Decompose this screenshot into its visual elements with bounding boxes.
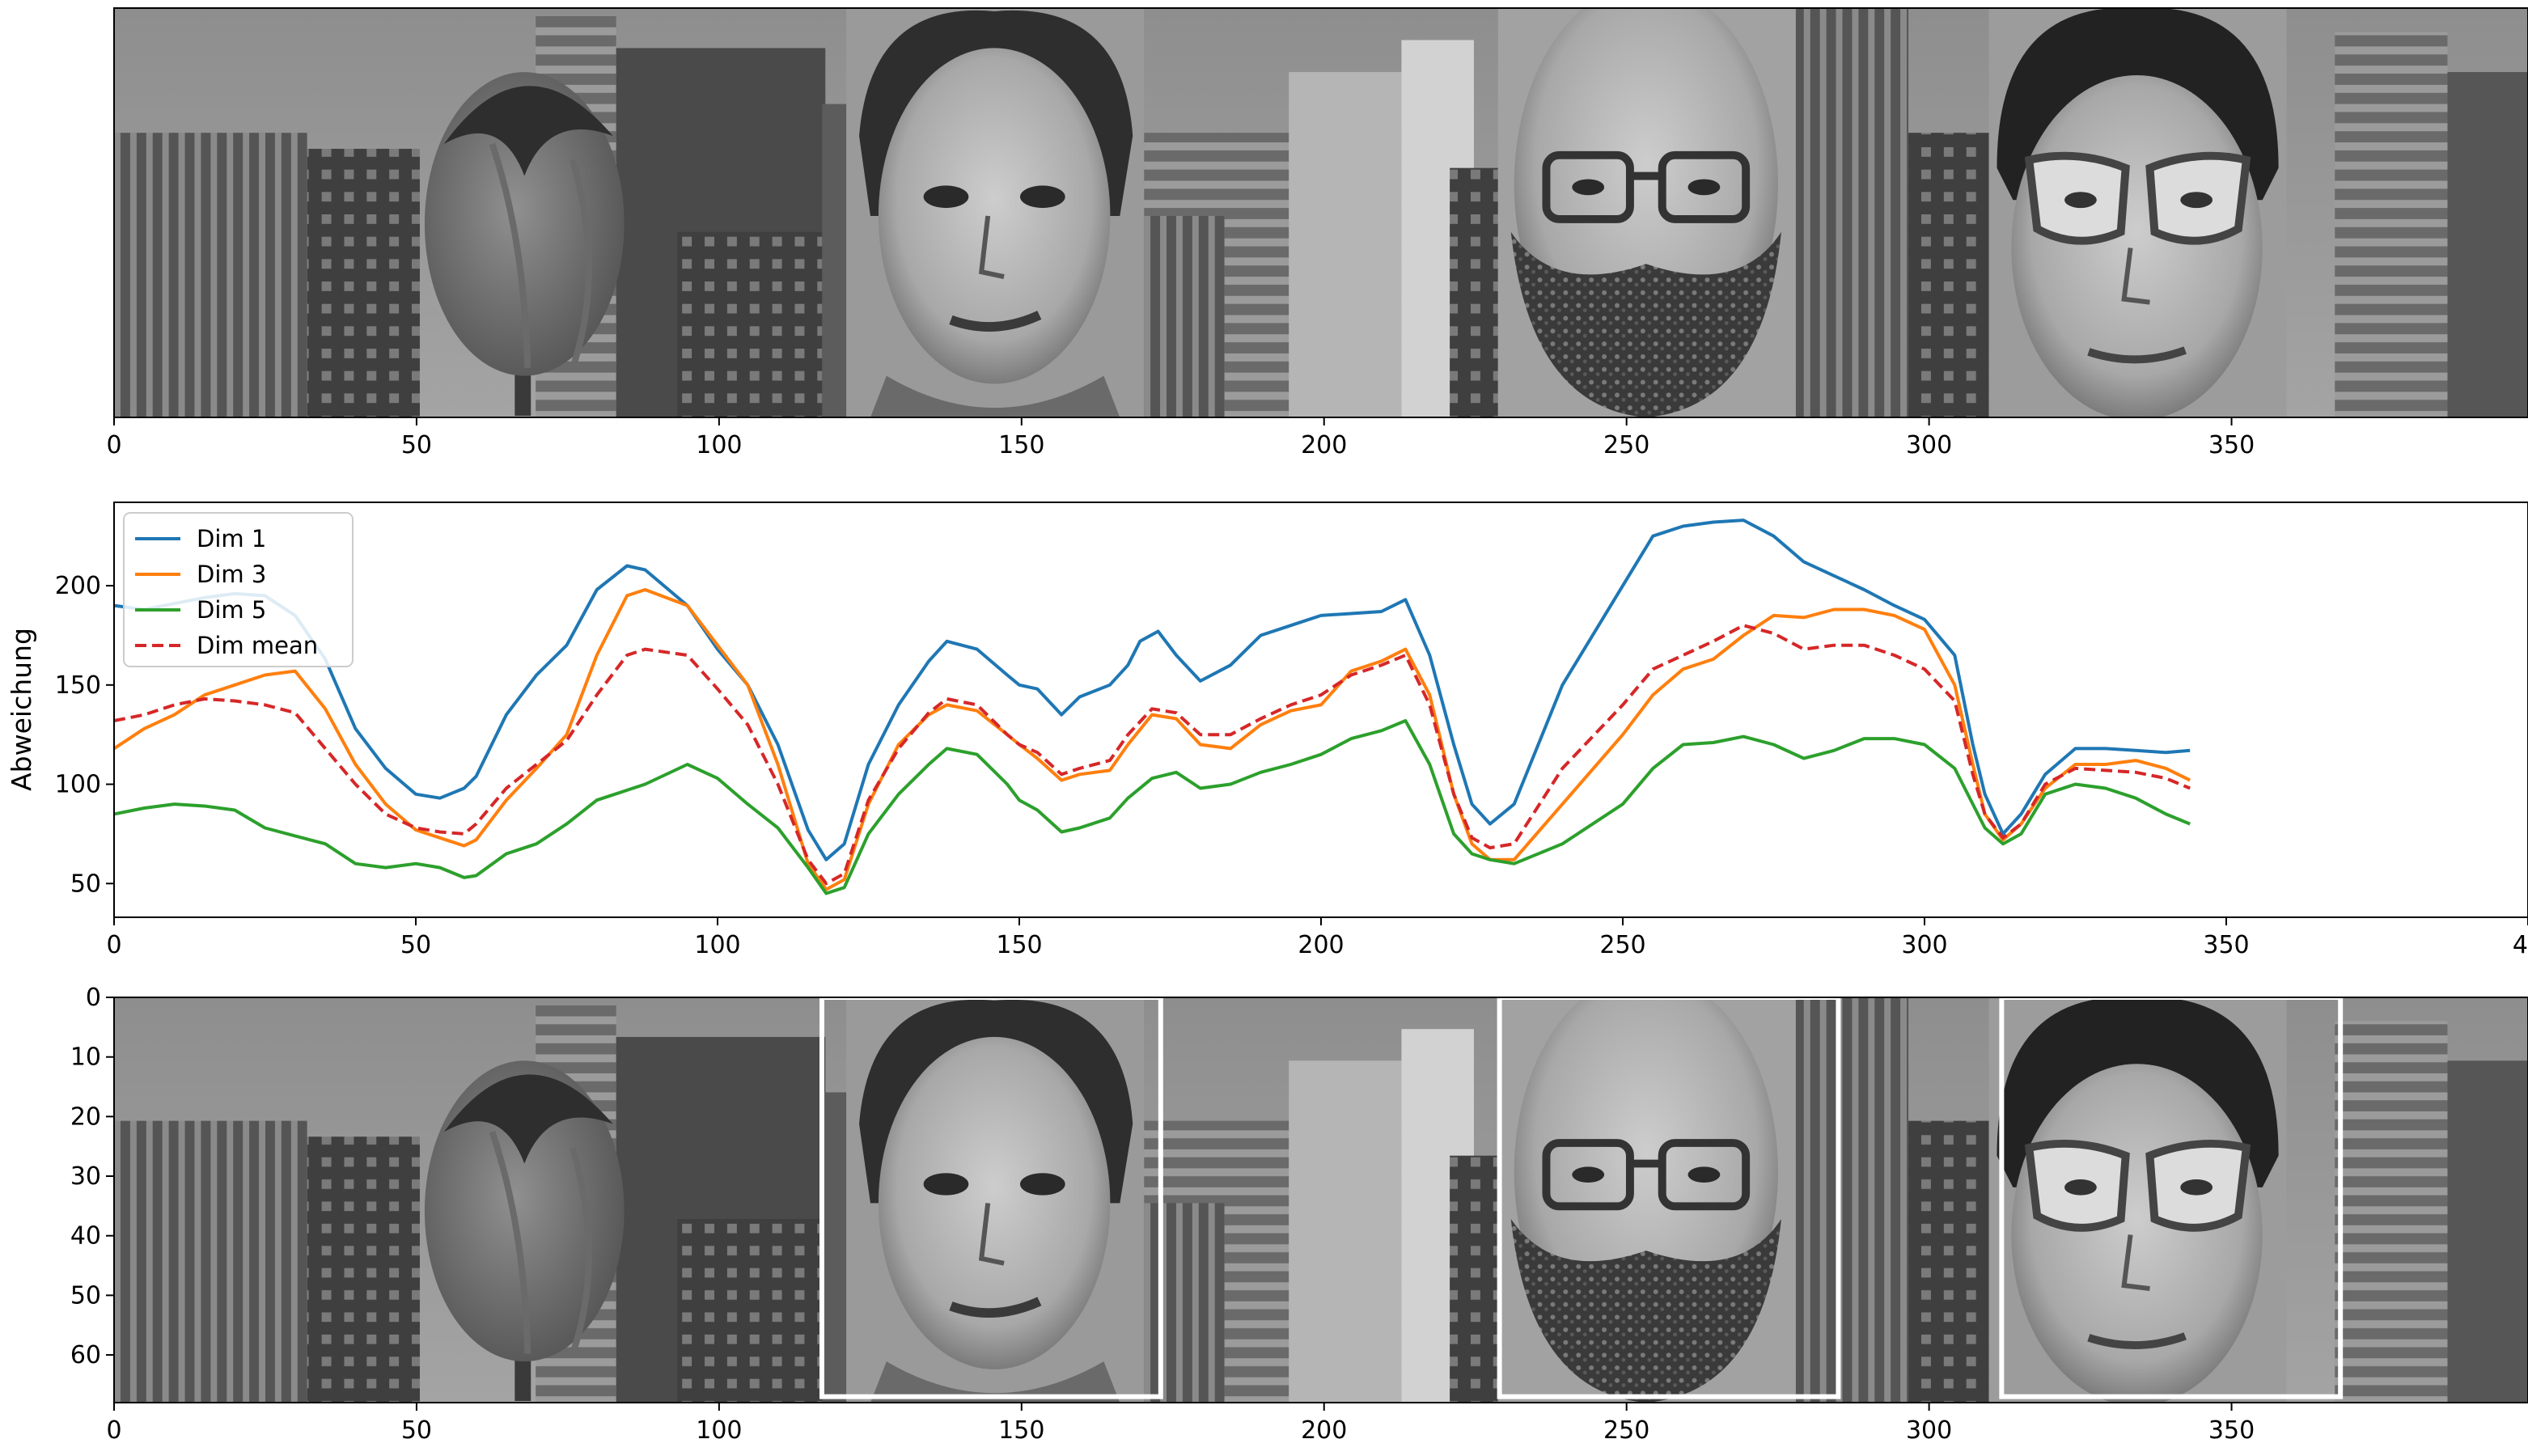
y-middle-tick-label: 100	[55, 771, 101, 799]
x-middle-tick-label: 350	[2203, 931, 2249, 959]
line-chart-panel: 0 50 100 150 200 250 300 350 40 50 100 150 200 Abwe…	[6, 502, 2528, 959]
y-axis-middle: 50 100 150 200	[55, 572, 114, 898]
series-line-dim-3	[112, 588, 2191, 891]
legend-label: Dim 5	[197, 596, 266, 624]
legend-label: Dim 1	[197, 525, 266, 552]
y-bottom-tick-label: 50	[70, 1281, 101, 1310]
x-bottom-tick-label: 200	[1301, 1416, 1347, 1445]
x-middle-tick-label: 250	[1599, 931, 1645, 959]
y-axis-bottom: 0 10 20 30 40 50 60	[70, 984, 114, 1369]
x-middle-tick-label: 300	[1901, 931, 1947, 959]
scene-image-bottom	[114, 974, 2528, 1406]
x-top-tick-label: 200	[1301, 431, 1347, 459]
legend-box	[123, 512, 354, 667]
image-panel-bottom: 0 50 100 150 200 250 300 350 0 10 20 30 40 50 60	[70, 974, 2528, 1445]
x-top-tick-label: 250	[1603, 431, 1649, 459]
legend-label: Dim 3	[197, 561, 266, 588]
image-frame-bottom	[113, 997, 2528, 1403]
x-top-tick-label: 0	[106, 431, 121, 459]
image-panel-top: 0 50 100 150 200 250 300 350	[106, 0, 2528, 459]
x-bottom-tick-label: 250	[1603, 1416, 1649, 1445]
y-bottom-tick-label: 40	[70, 1222, 101, 1251]
x-bottom-tick-label: 0	[106, 1416, 121, 1445]
x-bottom-tick-label: 50	[401, 1416, 432, 1445]
y-bottom-tick-label: 0	[86, 984, 101, 1012]
x-top-tick-label: 50	[401, 431, 432, 459]
x-bottom-tick-label: 300	[1906, 1416, 1952, 1445]
x-top-tick-label: 300	[1906, 431, 1952, 459]
x-axis-middle: 0 50 100 150 200 250 300 350 40	[106, 917, 2528, 959]
x-bottom-tick-label: 100	[696, 1416, 742, 1445]
x-top-tick-label: 350	[2208, 431, 2255, 459]
series-line-dim-1	[113, 518, 2191, 861]
series-lines	[112, 518, 2191, 895]
x-bottom-tick-label: 350	[2208, 1416, 2255, 1445]
y-bottom-tick-label: 20	[70, 1103, 101, 1131]
series-line-dim-5	[113, 719, 2191, 895]
y-bottom-tick-label: 60	[70, 1341, 101, 1369]
image-frame-top	[113, 7, 2528, 418]
x-middle-tick-label: 100	[694, 931, 740, 959]
x-middle-tick-label: 200	[1298, 931, 1344, 959]
x-axis-top: 0 50 100 150 200 250 300 350	[106, 417, 2255, 459]
x-middle-tick-label: 40	[2513, 931, 2528, 959]
y-middle-tick-label: 50	[70, 870, 101, 898]
plot-area	[114, 502, 2528, 917]
x-top-tick-label: 100	[696, 431, 742, 459]
scene-image-top	[114, 0, 2528, 421]
y-bottom-tick-label: 30	[70, 1162, 101, 1191]
series-line-dim-mean	[113, 624, 2191, 886]
legend: Dim 1 Dim 3 Dim 5 Dim mean	[123, 512, 354, 667]
x-top-tick-label: 150	[998, 431, 1044, 459]
y-axis-label: Abweichung	[6, 628, 37, 791]
legend-label: Dim mean	[197, 632, 318, 659]
y-middle-tick-label: 150	[55, 671, 101, 700]
x-middle-tick-label: 0	[106, 931, 121, 959]
x-bottom-tick-label: 150	[998, 1416, 1044, 1445]
x-middle-tick-label: 150	[996, 931, 1042, 959]
y-middle-tick-label: 200	[55, 572, 101, 600]
x-axis-bottom: 0 50 100 150 200 250 300 350	[106, 1403, 2255, 1445]
x-middle-tick-label: 50	[400, 931, 431, 959]
y-bottom-tick-label: 10	[70, 1043, 101, 1072]
